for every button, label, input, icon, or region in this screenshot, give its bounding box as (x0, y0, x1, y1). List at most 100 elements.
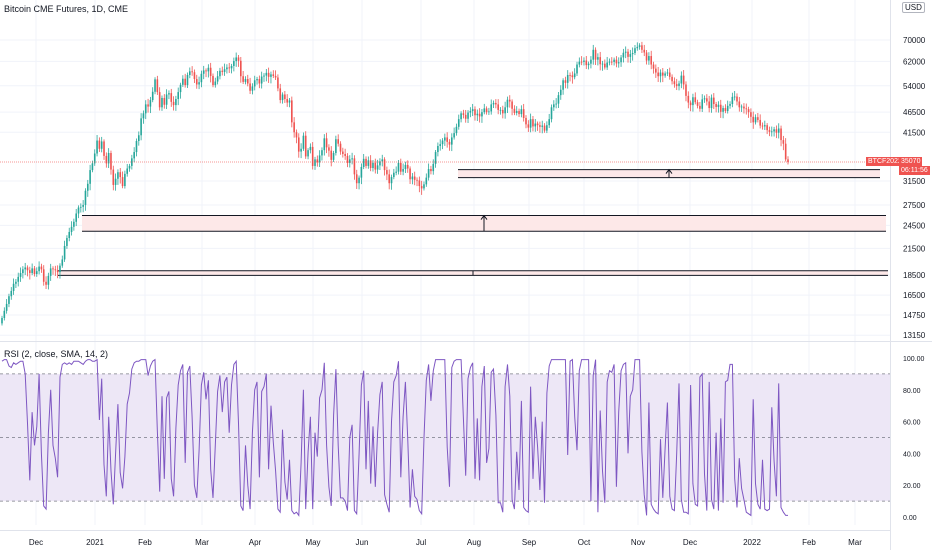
candle-body (272, 74, 275, 76)
candle-body (685, 84, 687, 96)
symbol-tag: BTCF2022 (866, 157, 904, 166)
x-tick-label: Feb (802, 538, 816, 547)
candle-body (56, 270, 59, 273)
candle-body (26, 267, 29, 271)
x-tick-label: Aug (467, 538, 481, 547)
candle-body (325, 138, 328, 148)
candle-body (302, 135, 305, 149)
candle-body (534, 123, 537, 127)
candle-body (149, 100, 152, 107)
rsi-indicator-title[interactable]: RSI (2, close, SMA, 14, 2) (4, 349, 109, 359)
candle-body (161, 97, 163, 108)
candle-body (96, 140, 98, 154)
candle-body (499, 109, 502, 111)
candle-body (650, 56, 653, 65)
candle-body (617, 62, 620, 64)
candle-body (559, 89, 562, 96)
candle-body (316, 159, 319, 163)
candle-body (216, 76, 219, 82)
candle-body (369, 160, 372, 168)
candle-body (460, 113, 462, 120)
candle-body (580, 61, 583, 63)
price-tick-label: 21500 (903, 244, 926, 253)
candle-body (423, 184, 425, 189)
candle-body (597, 57, 599, 60)
candle-body (47, 275, 50, 285)
candle-body (434, 152, 437, 164)
candle-body (277, 77, 279, 89)
candle-body (636, 46, 639, 49)
candle-body (393, 172, 395, 178)
candle-body (497, 104, 499, 110)
candle-body (198, 82, 200, 85)
x-tick-label: Mar (848, 538, 862, 547)
candle-body (381, 159, 384, 162)
candle-body (471, 109, 474, 112)
candle-body (61, 259, 64, 266)
candle-body (511, 101, 513, 109)
candle-body (170, 93, 173, 102)
candle-body (295, 132, 298, 138)
candle-body (263, 75, 265, 77)
candle-body (288, 100, 291, 103)
candle-body (346, 155, 349, 163)
candle-body (1, 317, 3, 324)
candle-body (93, 153, 96, 164)
candle-body (342, 151, 344, 154)
candle-body (659, 72, 662, 77)
candle-body (323, 138, 326, 151)
candle-body (200, 73, 203, 83)
candle-body (137, 135, 140, 141)
candle-body (144, 104, 147, 114)
candle-body (24, 267, 26, 270)
candle-body (522, 109, 525, 118)
candle-body (52, 268, 54, 270)
candle-body (179, 84, 182, 93)
candle-body (284, 94, 286, 100)
candle-body (701, 99, 704, 109)
candle-body (536, 123, 539, 126)
candle-body (622, 52, 625, 58)
candle-body (402, 169, 404, 172)
candle-body (186, 74, 189, 86)
x-tick-label: Oct (578, 538, 591, 547)
x-tick-label: Apr (249, 538, 262, 547)
candle-body (712, 97, 715, 105)
candle-body (782, 140, 785, 144)
candle-body (666, 72, 669, 74)
candle-body (175, 99, 177, 106)
candle-body (110, 153, 112, 170)
candle-body (209, 67, 212, 76)
price-tick-label: 24500 (903, 221, 926, 230)
candle-body (569, 74, 571, 76)
candle-body (777, 128, 780, 133)
candle-body (256, 79, 258, 81)
x-tick-label: Feb (138, 538, 152, 547)
candle-body (446, 137, 448, 142)
price-tick-label: 31500 (903, 177, 926, 186)
candle-body (360, 166, 363, 178)
candle-body (469, 111, 472, 113)
currency-button[interactable]: USD (902, 2, 925, 13)
candle-body (592, 49, 595, 60)
candle-body (488, 111, 490, 113)
candle-body (328, 147, 330, 151)
candle-body (388, 174, 391, 184)
candle-body (156, 79, 159, 93)
candle-body (29, 270, 31, 274)
x-tick-label: Dec (29, 538, 43, 547)
candle-body (444, 137, 446, 141)
candle-body (35, 271, 38, 275)
candle-body (543, 125, 546, 131)
candle-body (513, 108, 516, 113)
candle-body (219, 70, 221, 77)
candle-body (490, 104, 493, 112)
candle-body (780, 128, 782, 141)
candle-body (541, 125, 544, 127)
candle-body (214, 81, 217, 86)
candlesticks (1, 41, 789, 326)
candle-body (82, 204, 84, 207)
candle-body (729, 104, 731, 106)
candle-body (733, 96, 736, 98)
